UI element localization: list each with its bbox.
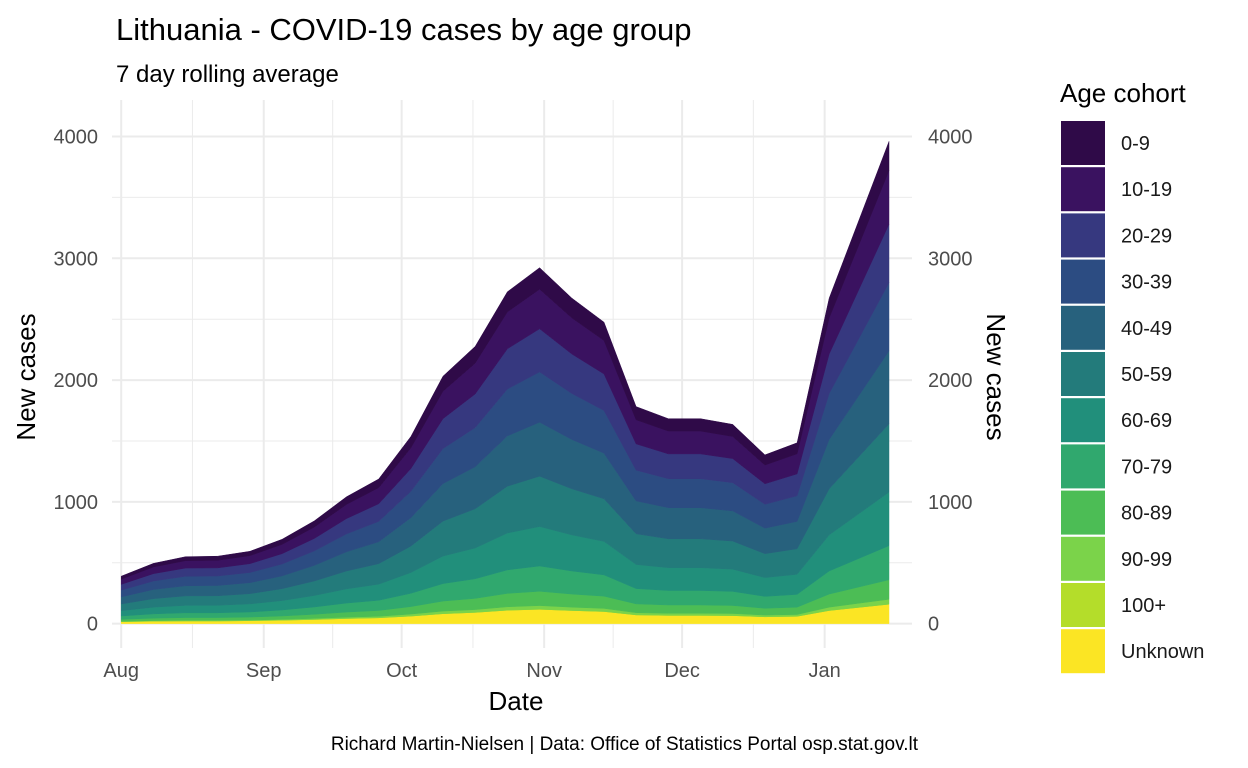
x-tick-label: Sep bbox=[246, 660, 282, 682]
legend-label-20-29: 20-29 bbox=[1121, 225, 1172, 247]
y-tick-label-right: 4000 bbox=[928, 127, 973, 149]
legend-swatch-90-99 bbox=[1061, 536, 1105, 581]
legend-swatch-50-59 bbox=[1061, 352, 1105, 396]
x-tick-label: Dec bbox=[664, 660, 700, 682]
legend-label-10-19: 10-19 bbox=[1121, 179, 1172, 201]
legend: 0-9 10-19 20-29 30-39 40-49 50-59 60-69 70-79 80… bbox=[1061, 121, 1204, 674]
legend-label-100-plus: 100+ bbox=[1121, 595, 1166, 617]
legend-title: Age cohort bbox=[1060, 78, 1187, 108]
legend-label-50-59: 50-59 bbox=[1121, 364, 1172, 386]
y-tick-label-right: 3000 bbox=[928, 248, 973, 270]
legend-swatch-60-69 bbox=[1061, 398, 1105, 443]
legend-label-80-89: 80-89 bbox=[1121, 503, 1172, 525]
legend-label-40-49: 40-49 bbox=[1121, 318, 1172, 340]
legend-label-unknown: Unknown bbox=[1121, 641, 1204, 663]
y-axis-title-right: New cases bbox=[981, 313, 1011, 440]
legend-label-0-9: 0-9 bbox=[1121, 133, 1150, 155]
legend-swatch-unknown bbox=[1061, 629, 1105, 674]
y-tick-label-left: 1000 bbox=[54, 492, 99, 514]
legend-swatch-70-79 bbox=[1061, 444, 1105, 489]
y-axis-left: 0 1000 2000 3000 4000 bbox=[54, 127, 99, 636]
y-tick-label-right: 0 bbox=[928, 614, 939, 636]
legend-label-70-79: 70-79 bbox=[1121, 456, 1172, 478]
legend-swatch-20-29 bbox=[1061, 213, 1105, 258]
legend-swatch-0-9 bbox=[1061, 121, 1105, 165]
chart-subtitle: 7 day rolling average bbox=[116, 61, 339, 88]
legend-swatch-30-39 bbox=[1061, 259, 1105, 304]
legend-label-30-39: 30-39 bbox=[1121, 272, 1172, 294]
area-0-9 bbox=[120, 141, 890, 580]
x-tick-label: Nov bbox=[526, 660, 562, 682]
x-tick-label: Jan bbox=[809, 660, 841, 682]
legend-swatch-40-49 bbox=[1061, 305, 1105, 350]
x-axis: Aug Sep Oct Nov Dec Jan bbox=[103, 660, 840, 682]
legend-label-60-69: 60-69 bbox=[1121, 410, 1172, 432]
y-tick-label-right: 1000 bbox=[928, 492, 973, 514]
y-tick-label-left: 4000 bbox=[54, 127, 99, 149]
area-series bbox=[120, 141, 890, 624]
legend-label-90-99: 90-99 bbox=[1121, 549, 1172, 571]
x-tick-label: Oct bbox=[386, 660, 418, 682]
chart-title: Lithuania - COVID-19 cases by age group bbox=[116, 12, 692, 47]
y-axis-title-left: New cases bbox=[11, 313, 41, 440]
y-tick-label-right: 2000 bbox=[928, 370, 973, 392]
legend-swatch-10-19 bbox=[1061, 167, 1105, 212]
x-tick-label: Aug bbox=[103, 660, 139, 682]
y-tick-label-left: 0 bbox=[87, 614, 98, 636]
chart-caption: Richard Martin-Nielsen | Data: Office of… bbox=[331, 734, 919, 755]
y-tick-label-left: 2000 bbox=[54, 370, 99, 392]
y-tick-label-left: 3000 bbox=[54, 248, 99, 270]
legend-swatch-80-89 bbox=[1061, 490, 1105, 535]
x-axis-title: Date bbox=[489, 686, 544, 716]
legend-swatch-100-plus bbox=[1061, 583, 1105, 627]
y-axis-right: 0 1000 2000 3000 4000 bbox=[928, 127, 973, 636]
